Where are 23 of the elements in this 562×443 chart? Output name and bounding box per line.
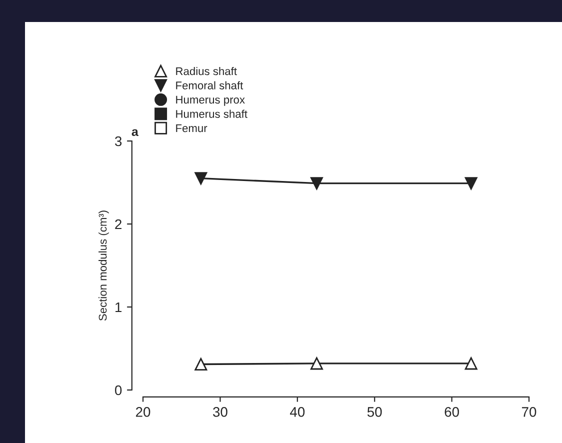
y-tick-label: 2 — [115, 219, 122, 230]
y-tick-label: 0 — [114, 385, 122, 396]
legend-label: Humerus shaft — [176, 110, 248, 118]
point — [464, 177, 478, 190]
y-axis-title: Section modulus (cm³) — [98, 210, 109, 321]
y-tick-label: 1 — [116, 302, 122, 312]
point — [464, 357, 478, 370]
text: a — [132, 129, 138, 136]
x-tick-label: 20 — [136, 407, 150, 417]
y-tick-label: 3 — [114, 136, 122, 146]
legend-label: Radius shaft — [176, 66, 237, 76]
point — [194, 172, 208, 185]
point — [310, 177, 323, 190]
legend-label: Femur — [176, 124, 208, 132]
x-tick-label: 60 — [444, 407, 459, 417]
x-tick-label: 50 — [367, 407, 382, 417]
point — [194, 358, 208, 371]
x-tick-label: 40 — [290, 407, 305, 417]
x-tick-label: 30 — [213, 407, 228, 417]
x-tick-label: 70 — [522, 407, 536, 417]
legend-label: Humerus prox — [176, 96, 245, 106]
point — [310, 357, 323, 370]
legend-label: Femoral shaft — [176, 81, 244, 90]
